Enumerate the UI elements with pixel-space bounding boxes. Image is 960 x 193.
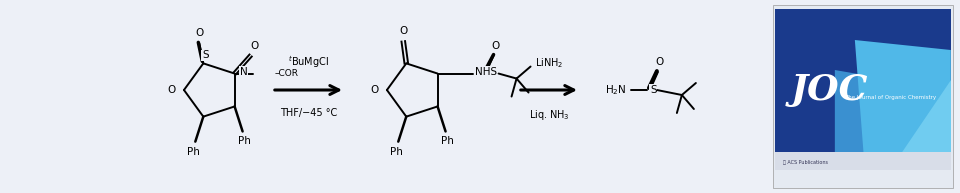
Text: O: O: [399, 26, 407, 36]
Text: The Journal of Organic Chemistry: The Journal of Organic Chemistry: [845, 96, 936, 101]
Text: $^{t}$BuMgCl: $^{t}$BuMgCl: [288, 54, 329, 70]
Bar: [773, 5, 953, 188]
Text: Ⓜ ACS Publications: Ⓜ ACS Publications: [782, 161, 828, 165]
Text: LiNH$_2$: LiNH$_2$: [535, 56, 563, 70]
Text: Ph: Ph: [238, 136, 252, 146]
Text: S: S: [650, 85, 657, 95]
Text: Liq. NH$_3$: Liq. NH$_3$: [529, 108, 569, 122]
Text: O: O: [371, 85, 379, 95]
Bar: [775, 9, 950, 170]
Text: S: S: [202, 50, 208, 60]
Text: NHS: NHS: [474, 67, 496, 77]
Polygon shape: [854, 40, 950, 170]
Text: O: O: [251, 41, 259, 51]
Text: THF/−45 °C: THF/−45 °C: [279, 108, 337, 118]
Text: H$_2$N: H$_2$N: [605, 83, 627, 97]
Text: –COR: –COR: [275, 69, 299, 78]
Polygon shape: [890, 80, 950, 170]
Text: O: O: [168, 85, 176, 95]
Text: O: O: [656, 57, 664, 67]
Text: Ph: Ph: [442, 136, 454, 146]
Polygon shape: [835, 70, 950, 170]
Text: JOC: JOC: [791, 73, 868, 107]
Text: O: O: [492, 41, 500, 51]
Text: Ph: Ph: [187, 147, 200, 157]
Text: N: N: [240, 67, 248, 77]
Bar: [775, 152, 950, 170]
Text: Ph: Ph: [390, 147, 402, 157]
Text: O: O: [195, 28, 204, 38]
